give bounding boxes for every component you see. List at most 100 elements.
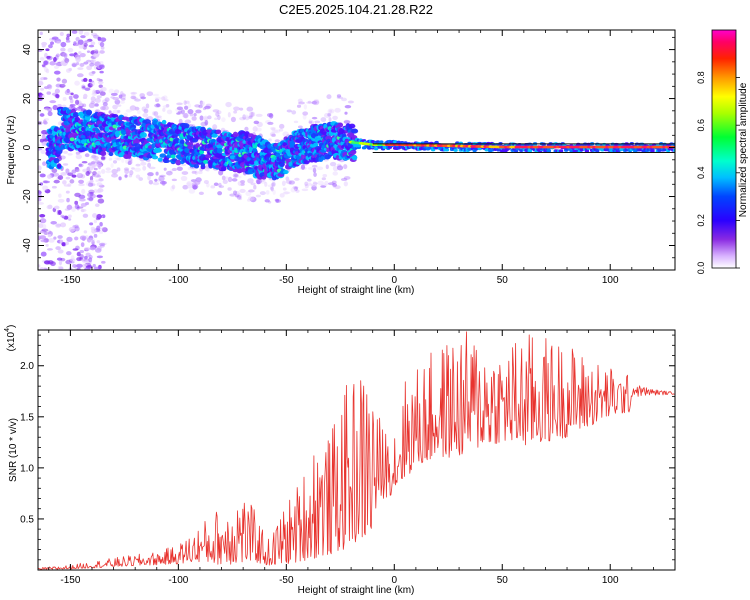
heatmap-halo-cell <box>271 181 276 187</box>
heatmap-halo-cell <box>343 181 348 187</box>
heatmap-band-cell <box>283 170 289 175</box>
heatmap-noise-cell <box>58 210 62 215</box>
heatmap-halo-cell <box>130 91 138 95</box>
heatmap-noise-cell <box>94 61 101 67</box>
heatmap-halo-cell <box>191 116 197 121</box>
heatmap-line-cell <box>489 148 495 152</box>
heatmap-noise-cell <box>65 40 71 43</box>
heatmap-band-cell <box>348 123 356 129</box>
heatmap-noise-cell <box>69 258 76 262</box>
heatmap-noise-cell <box>78 163 84 168</box>
heatmap-halo-cell <box>275 198 280 203</box>
heatmap-noise-cell <box>38 80 44 84</box>
heatmap-noise-cell <box>63 150 68 154</box>
heatmap-halo-cell <box>118 94 123 99</box>
heatmap-halo-cell <box>329 161 337 167</box>
heatmap-halo-cell <box>302 111 309 116</box>
heatmap-noise-cell <box>45 68 50 74</box>
heatmap-halo-cell <box>194 104 201 108</box>
heatmap-noise-cell <box>48 238 55 243</box>
heatmap-halo-cell <box>306 101 313 105</box>
heatmap-noise-cell <box>55 62 61 66</box>
heatmap-halo-cell <box>102 101 108 107</box>
colorbar-tick-label: 0.2 <box>696 214 706 227</box>
heatmap-halo-cell <box>240 182 245 186</box>
heatmap-halo-cell <box>194 180 201 185</box>
heatmap-noise-cell <box>80 209 85 213</box>
heatmap-noise-cell <box>79 257 83 261</box>
heatmap-noise-cell <box>80 174 86 179</box>
heatmap-halo-cell <box>227 111 231 118</box>
heatmap-noise-cell <box>85 252 91 257</box>
heatmap-halo-cell <box>231 178 238 182</box>
heatmap-band-cell <box>175 159 182 166</box>
heatmap-noise-cell <box>41 41 48 46</box>
heatmap-halo-cell <box>137 109 141 115</box>
heatmap-noise-cell <box>39 138 44 143</box>
heatmap-noise-cell <box>72 248 79 251</box>
heatmap-halo-cell <box>313 172 317 177</box>
heatmap-halo-cell <box>187 103 192 109</box>
heatmap-noise-cell <box>81 103 87 108</box>
heatmap-halo-cell <box>327 108 335 114</box>
heatmap-noise-cell <box>82 213 89 218</box>
heatmap-noise-cell <box>81 160 88 164</box>
heatmap-noise-cell <box>81 84 86 90</box>
heatmap-noise-cell <box>39 267 45 270</box>
heatmap-noise-cell <box>84 255 88 260</box>
y-tick-label: 0.5 <box>20 514 34 525</box>
heatmap-noise-cell <box>91 32 98 37</box>
heatmap-halo-cell <box>218 182 222 188</box>
heatmap-halo-cell <box>279 193 285 198</box>
heatmap-halo-cell <box>180 175 188 181</box>
heatmap-halo-cell <box>253 120 260 125</box>
heatmap-noise-cell <box>57 249 64 254</box>
heatmap-noise-cell <box>69 179 75 184</box>
heatmap-halo-cell <box>93 156 97 160</box>
heatmap-noise-cell <box>102 227 108 233</box>
heatmap-noise-cell <box>67 47 74 53</box>
heatmap-noise-cell <box>39 78 43 83</box>
heatmap-halo-cell <box>233 106 240 111</box>
heatmap-halo-cell <box>304 181 309 187</box>
heatmap-halo-cell <box>238 175 242 179</box>
heatmap-noise-cell <box>78 30 84 35</box>
heatmap-halo-cell <box>292 186 299 190</box>
heatmap-noise-cell <box>73 94 79 99</box>
heatmap-halo-cell <box>124 168 130 175</box>
heatmap-noise-cell <box>89 176 94 181</box>
heatmap-noise-cell <box>96 245 102 251</box>
heatmap-halo-cell <box>343 176 351 180</box>
heatmap-noise-cell <box>78 51 82 55</box>
heatmap-line-cell <box>595 149 600 153</box>
heatmap-halo-cell <box>307 182 312 186</box>
heatmap-line-cell <box>650 149 655 153</box>
heatmap-halo-cell <box>140 161 147 166</box>
heatmap-halo-cell <box>331 180 337 184</box>
heatmap-halo-cell <box>147 172 154 177</box>
heatmap-noise-cell <box>84 153 90 158</box>
colorbar-ticks: 0.0 0.2 0.4 0.6 0.8 <box>696 71 740 274</box>
heatmap-halo-cell <box>169 169 173 174</box>
heatmap-halo-cell <box>183 100 187 106</box>
heatmap-halo-cell <box>210 185 216 189</box>
heatmap-halo-cell <box>291 110 297 115</box>
colorbar-frame <box>711 29 737 269</box>
heatmap-band-cell <box>351 155 358 161</box>
x-tick-label: -50 <box>279 575 294 586</box>
heatmap-noise-cell <box>47 111 53 117</box>
y-tick-label: 40 <box>22 44 33 56</box>
heatmap-halo-cell <box>297 125 303 129</box>
heatmap-halo-cell <box>334 107 341 113</box>
heatmap-noise-cell <box>83 43 88 47</box>
heatmap-halo-cell <box>143 108 149 114</box>
heatmap-noise-cell <box>56 209 61 216</box>
heatmap-noise-cell <box>75 36 80 42</box>
spectrogram-y-ticks: -40 -20 0 20 40 <box>22 36 675 271</box>
heatmap-halo-cell <box>311 116 318 120</box>
heatmap-halo-cell <box>244 116 250 121</box>
heatmap-halo-cell <box>249 196 257 203</box>
heatmap-halo-cell <box>140 158 145 162</box>
heatmap-noise-cell <box>81 188 86 195</box>
heatmap-halo-cell <box>324 180 329 186</box>
